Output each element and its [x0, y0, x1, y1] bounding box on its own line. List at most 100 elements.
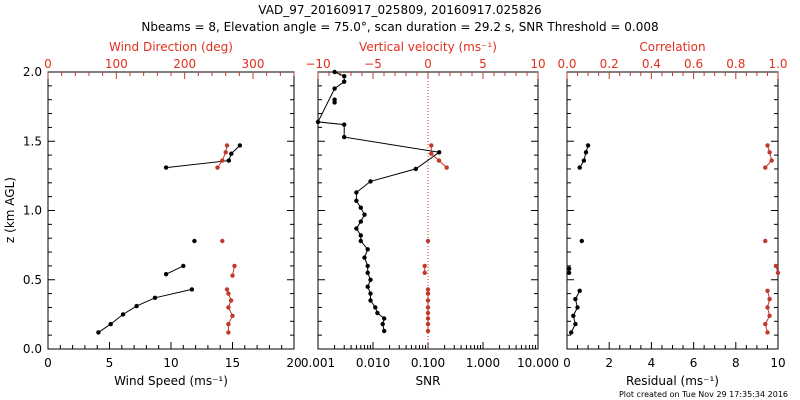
x-axis-label: Wind Speed (ms⁻¹)	[114, 374, 228, 388]
data-point	[571, 313, 576, 318]
data-point	[354, 190, 359, 195]
snr-panel: 0.001 0.010 0.100 1.000 10.000 SNR −10 −5 0 5 10 Ve…	[301, 40, 559, 388]
data-point	[382, 328, 387, 334]
data-point	[362, 255, 367, 260]
data-point	[315, 119, 321, 125]
data-point	[332, 97, 337, 102]
data-point	[569, 330, 574, 335]
data-point	[425, 316, 431, 321]
residual-panel: 0 2 4 6 8 10 Residual (ms⁻¹) 0.0 0.2 0.4 0.6 0.8 1.0…	[557, 40, 787, 388]
top-tick-label: 1.0	[768, 57, 787, 71]
series-line	[217, 145, 228, 168]
x-axis-label: Residual (ms⁻¹)	[626, 374, 719, 388]
data-point	[228, 298, 234, 303]
data-point	[342, 122, 347, 127]
data-point	[444, 165, 449, 170]
data-point	[373, 305, 378, 310]
data-point	[583, 150, 589, 155]
data-point	[577, 288, 582, 293]
data-point	[573, 321, 578, 327]
x-tick-label: 10	[770, 356, 785, 370]
series-line	[430, 145, 448, 168]
data-point	[163, 272, 169, 277]
y-axis-label: z (km AGL)	[3, 177, 17, 243]
data-point	[585, 143, 591, 148]
data-point	[425, 328, 431, 334]
x-tick-label: 10.000	[517, 356, 559, 370]
data-point	[769, 158, 774, 163]
figure-title: VAD_97_20160917_025809, 20160917.025826	[258, 3, 541, 17]
data-point	[342, 134, 347, 140]
data-point	[354, 226, 359, 231]
top-tick-label: 100	[105, 57, 128, 71]
top-tick-label: 0	[424, 57, 432, 71]
data-point	[767, 150, 772, 155]
top-tick-label: 300	[242, 57, 265, 71]
data-point	[134, 303, 139, 309]
data-point	[425, 287, 431, 292]
plot-created-note: Plot created on Tue Nov 29 17:35:34 2016	[619, 390, 788, 399]
data-point	[382, 316, 387, 321]
data-point	[365, 284, 370, 289]
x-tick-label: 0.010	[356, 356, 390, 370]
top-tick-label: 0.2	[600, 57, 619, 71]
x-tick-label: 20	[286, 356, 301, 370]
data-point	[189, 287, 195, 292]
data-point	[413, 166, 418, 172]
top-tick-label: 0.0	[557, 57, 576, 71]
data-point	[332, 69, 337, 75]
x-tick-label: 5	[106, 356, 114, 370]
data-point	[226, 330, 231, 335]
data-point	[368, 298, 373, 303]
data-point	[223, 150, 228, 155]
data-point	[579, 238, 584, 244]
top-tick-label: 0.8	[726, 57, 745, 71]
y-tick-label: 1.5	[23, 134, 42, 148]
data-point	[237, 143, 243, 148]
data-point	[229, 151, 234, 156]
top-tick-label: 0	[44, 57, 52, 71]
top-tick-label: 0.6	[684, 57, 703, 71]
data-point	[429, 151, 434, 156]
data-point	[767, 296, 772, 302]
top-tick-label: 200	[173, 57, 196, 71]
data-point	[354, 198, 359, 203]
data-point	[224, 143, 230, 148]
data-point	[230, 313, 235, 318]
y-tick-label: 1.0	[23, 204, 42, 218]
data-point	[775, 270, 781, 275]
x-tick-label: 6	[690, 356, 698, 370]
data-point	[581, 158, 587, 163]
data-point	[96, 330, 101, 335]
top-tick-label: −10	[305, 57, 330, 71]
data-point	[763, 321, 768, 327]
x-tick-label: 1.000	[466, 356, 500, 370]
data-point	[332, 86, 337, 91]
data-point	[773, 263, 779, 269]
series-line	[579, 145, 589, 168]
data-point	[422, 270, 427, 275]
top-axis-label: Correlation	[639, 40, 705, 54]
series-line	[98, 288, 193, 333]
data-point	[365, 270, 370, 275]
data-point	[358, 205, 363, 210]
series-line	[764, 145, 773, 168]
data-point	[358, 238, 363, 244]
data-point	[226, 291, 231, 296]
data-point	[425, 291, 431, 296]
series-line	[317, 71, 441, 332]
y-tick-label: 2.0	[23, 65, 42, 79]
data-point	[767, 313, 772, 318]
series-line	[166, 145, 241, 169]
x-tick-label: 4	[648, 356, 656, 370]
data-point	[358, 219, 363, 224]
data-point	[422, 263, 427, 269]
data-point	[152, 295, 158, 300]
data-point	[181, 263, 186, 269]
data-point	[566, 266, 572, 271]
data-point	[226, 321, 231, 327]
data-point	[577, 165, 582, 170]
x-tick-label: 0.100	[411, 356, 445, 370]
data-point	[375, 310, 380, 316]
x-tick-label: 10	[163, 356, 178, 370]
